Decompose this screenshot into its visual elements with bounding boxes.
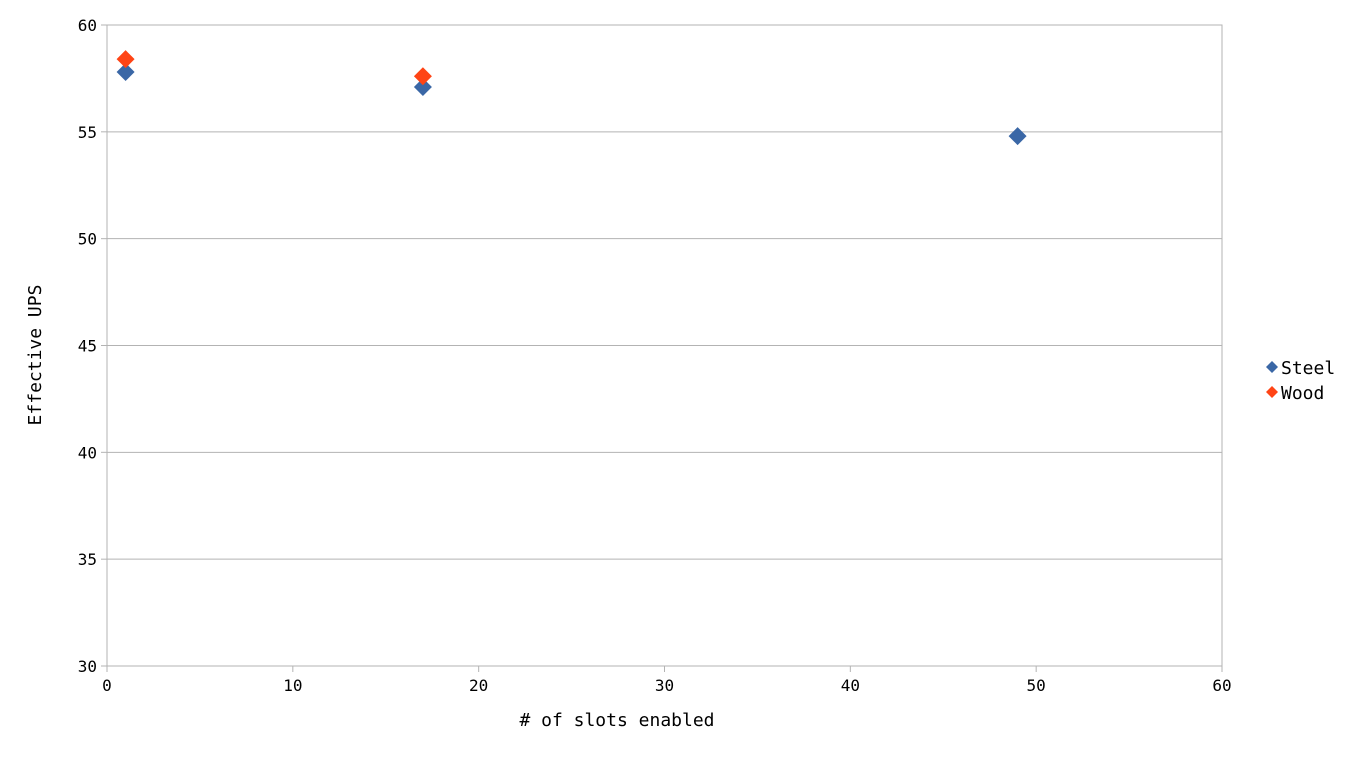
x-tick-label: 20 [469,676,488,695]
legend-marker-wood [1266,386,1278,398]
legend: Steel Wood [1266,358,1335,404]
x-axis-title: # of slots enabled [519,710,714,731]
y-tick-label: 60 [78,16,97,35]
y-tick-label: 30 [78,657,97,676]
data-point-wood [116,50,135,69]
data-point-steel [116,63,135,82]
x-tick-label: 40 [841,676,860,695]
x-tick-label: 50 [1027,676,1046,695]
y-axis-title: Effective UPS [25,285,46,426]
y-tick-label: 35 [78,550,97,569]
y-axis-ticks: 30 35 40 45 50 55 60 [78,16,107,676]
data-point-steel [1008,127,1027,146]
y-tick-label: 40 [78,443,97,462]
x-tick-label: 60 [1212,676,1231,695]
y-tick-label: 55 [78,123,97,142]
x-tick-label: 0 [102,676,112,695]
grid-lines [107,24,1222,667]
x-tick-label: 30 [655,676,674,695]
x-axis-ticks: 0 10 20 30 40 50 60 [102,666,1232,695]
data-points [116,50,1027,146]
y-tick-label: 50 [78,230,97,249]
x-tick-label: 10 [283,676,302,695]
legend-marker-steel [1266,361,1278,373]
data-point-steel [413,77,432,96]
legend-label-steel: Steel [1281,358,1335,379]
y-tick-label: 45 [78,337,97,356]
legend-label-wood: Wood [1281,383,1324,404]
data-point-wood [413,67,432,86]
